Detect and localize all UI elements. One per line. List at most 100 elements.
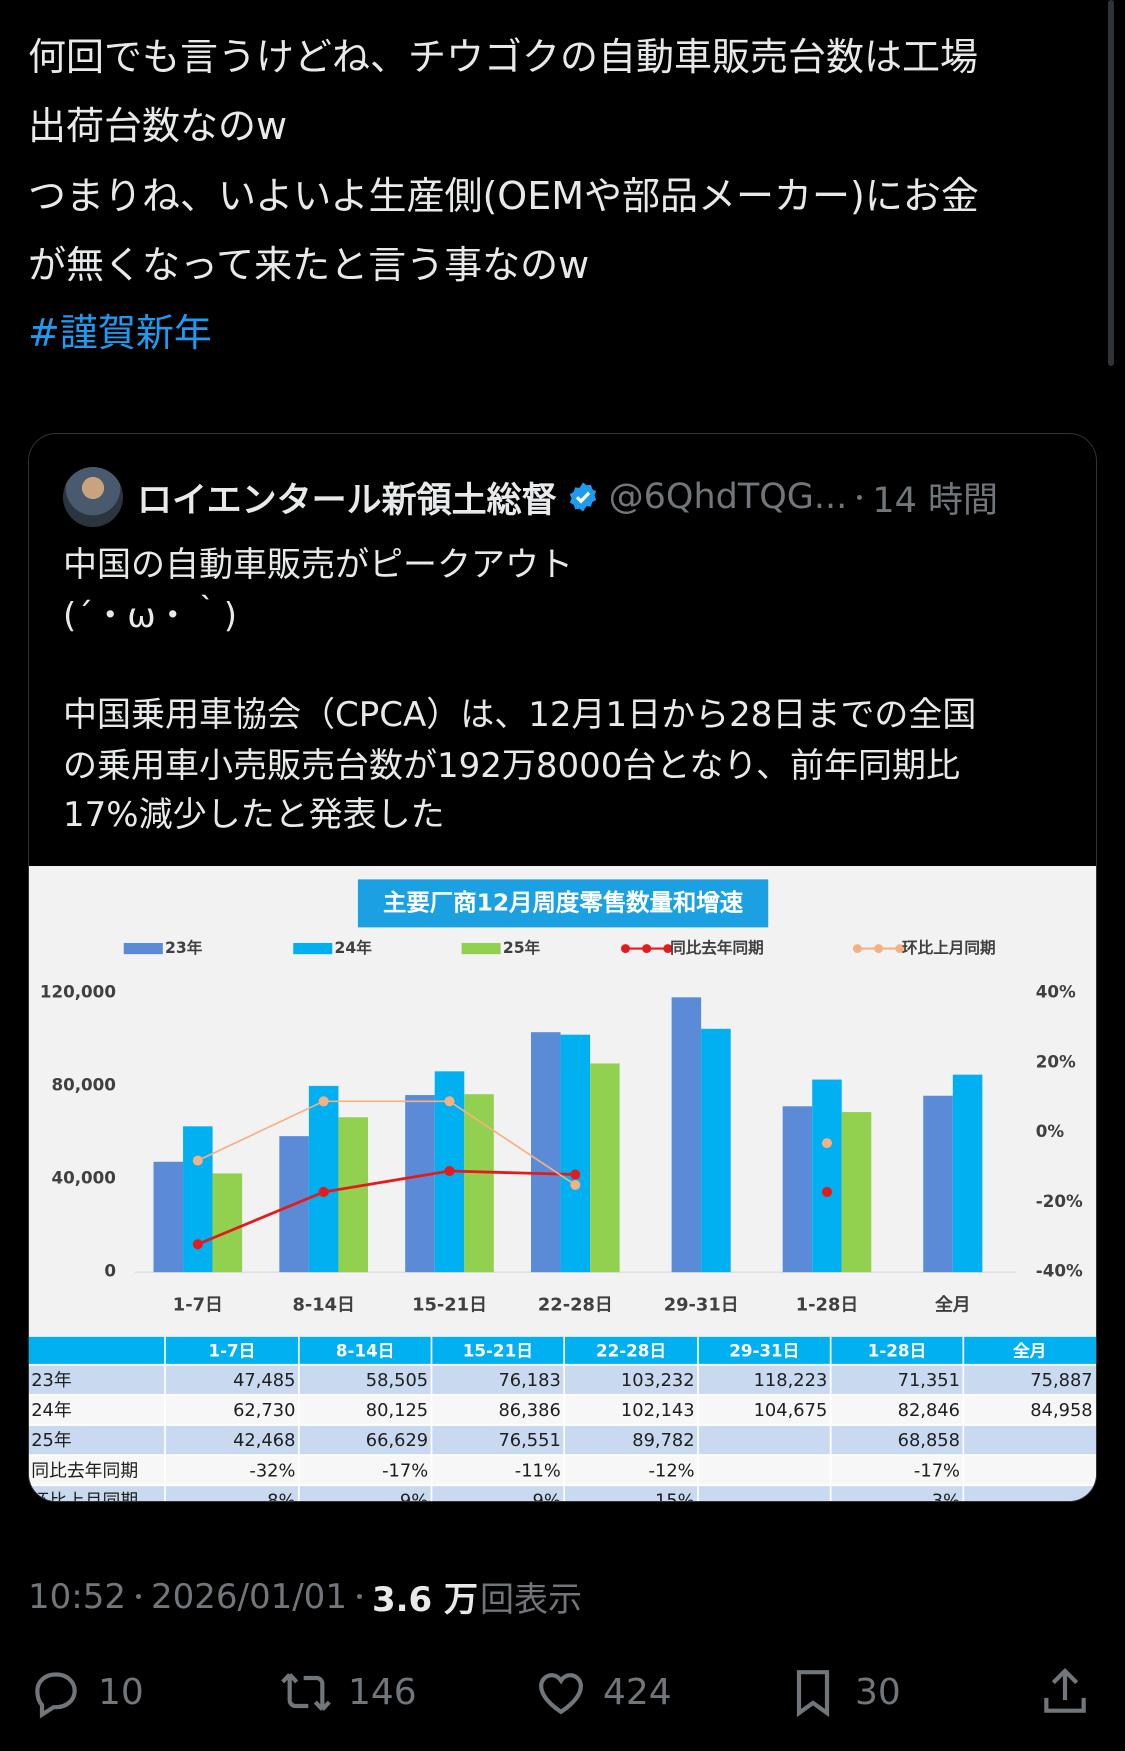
table-row-label: 25年	[31, 1430, 72, 1451]
table-cell: 76,551	[498, 1430, 560, 1451]
legend-label: 24年	[334, 938, 372, 957]
bookmark-icon	[796, 1670, 830, 1718]
bar	[701, 1028, 731, 1273]
table-row-bg	[29, 1364, 1096, 1395]
bar	[560, 1034, 591, 1273]
reply-icon	[35, 1672, 77, 1719]
share-button[interactable]	[1037, 1664, 1107, 1720]
y-tick-label: 40,000	[51, 1168, 116, 1188]
bar	[308, 1085, 339, 1273]
y2-tick-label: 20%	[1036, 1051, 1076, 1071]
separator	[356, 1594, 362, 1599]
verified-badge	[569, 482, 596, 512]
scrollbar[interactable]	[1108, 0, 1114, 366]
table-cell: -12%	[649, 1460, 695, 1481]
bar	[153, 1161, 184, 1273]
bookmark-count: 30	[855, 1671, 901, 1713]
author-handle: @6QhdTQG...	[608, 477, 848, 517]
line-marker	[444, 1166, 455, 1177]
table-cell: -17%	[914, 1460, 960, 1481]
legend-marker	[874, 944, 884, 954]
avatar[interactable]	[63, 467, 123, 527]
quoted-tweet[interactable]: ロイエンタール新領土総督 @6QhdTQG... 14 時間 中国の自動車販売が…	[28, 433, 1097, 1502]
retweet-icon	[281, 1673, 331, 1711]
quote-line: の乗用車小売販売台数が192万8000台となり、前年同期比	[63, 746, 961, 786]
legend-swatch	[461, 942, 501, 955]
table-cell: 118,223	[754, 1370, 828, 1391]
x-tick-label: 全月	[935, 1294, 971, 1316]
chart-image: 主要厂商12月周度零售数量和增速 0 40,000 80,000 120,000 -40…	[29, 866, 1096, 1502]
bar	[952, 1074, 983, 1273]
bar	[338, 1117, 368, 1273]
line-marker	[570, 1179, 581, 1190]
chart-title: 主要厂商12月周度零售数量和增速	[383, 888, 744, 916]
retweet-count: 146	[348, 1671, 417, 1713]
legend-marker	[895, 944, 905, 954]
chart-title-box	[357, 879, 769, 928]
table-header: 8-14日	[336, 1340, 395, 1360]
line-marker	[821, 1186, 832, 1197]
tweet-line: 何回でも言うけどね、チウゴクの自動車販売台数は工場	[28, 35, 979, 79]
bar	[923, 1095, 953, 1273]
legend-marker	[852, 944, 862, 954]
bookmark-button[interactable]: 30	[785, 1664, 901, 1720]
bar	[671, 997, 702, 1273]
table-cell: 82,846	[898, 1400, 960, 1421]
table-row-bg	[29, 1425, 1096, 1456]
share-icon	[1044, 1668, 1086, 1713]
bar	[590, 1063, 620, 1273]
table-cell: -15%	[649, 1490, 695, 1502]
table-cell: 68,858	[898, 1430, 960, 1451]
table-cell: 42,468	[233, 1430, 295, 1451]
quote-line: (´・ω・｀)	[63, 596, 238, 636]
table-cell: 47,485	[233, 1370, 295, 1391]
legend-swatch	[123, 942, 163, 955]
reply-button[interactable]: 10	[28, 1664, 144, 1720]
table-header: 29-31日	[729, 1340, 799, 1360]
legend-marker	[663, 944, 673, 954]
post-date[interactable]: 2026/01/01	[150, 1576, 347, 1617]
table-header-bg	[29, 1336, 1096, 1365]
legend-label: 23年	[165, 938, 203, 957]
legend-marker	[642, 944, 652, 954]
table-row-bg	[29, 1394, 1096, 1426]
retweet-button[interactable]: 146	[278, 1664, 417, 1720]
line-marker	[318, 1186, 329, 1197]
post-time[interactable]: 10:52	[28, 1576, 126, 1617]
bar	[841, 1112, 872, 1273]
quote-line: 中国乗用車協会（CPCA）は、12月1日から28日までの全国	[63, 695, 977, 735]
line-marker	[821, 1138, 832, 1149]
table-cell: 102,143	[621, 1400, 695, 1421]
tweet-line: 出荷台数なのw	[28, 104, 288, 148]
table-cell: 86,386	[498, 1400, 560, 1421]
y2-tick-label: 0%	[1036, 1121, 1065, 1141]
table-cell: -32%	[249, 1460, 295, 1481]
table-cell: 62,730	[233, 1400, 295, 1421]
table-cell: 76,183	[498, 1370, 560, 1391]
table-cell: 104,675	[754, 1400, 828, 1421]
line-marker	[192, 1239, 203, 1250]
table-cell: 103,232	[621, 1370, 695, 1391]
table-row-bg	[29, 1485, 1096, 1501]
like-button[interactable]: 424	[533, 1664, 672, 1720]
view-label: 回表示	[480, 1580, 583, 1620]
author-name[interactable]: ロイエンタール新領土総督	[137, 480, 557, 521]
y-tick-label: 80,000	[51, 1075, 116, 1095]
table-header: 1-7日	[208, 1340, 255, 1360]
table-cell: -11%	[515, 1460, 561, 1481]
table-cell: 66,629	[366, 1430, 428, 1451]
line-marker	[192, 1155, 203, 1166]
bar	[812, 1079, 842, 1273]
legend-label: 环比上月同期	[902, 938, 996, 957]
table-header: 全月	[1013, 1340, 1046, 1360]
bar	[405, 1095, 435, 1273]
table-cell: 80,125	[366, 1400, 428, 1421]
bar	[531, 1032, 561, 1273]
table-cell: 84,958	[1030, 1400, 1092, 1421]
like-icon	[539, 1673, 583, 1715]
hashtag[interactable]: #謹賀新年	[28, 311, 212, 355]
table-cell: 71,351	[898, 1370, 960, 1391]
x-tick-label: 29-31日	[664, 1295, 739, 1316]
x-tick-label: 1-28日	[796, 1295, 858, 1316]
